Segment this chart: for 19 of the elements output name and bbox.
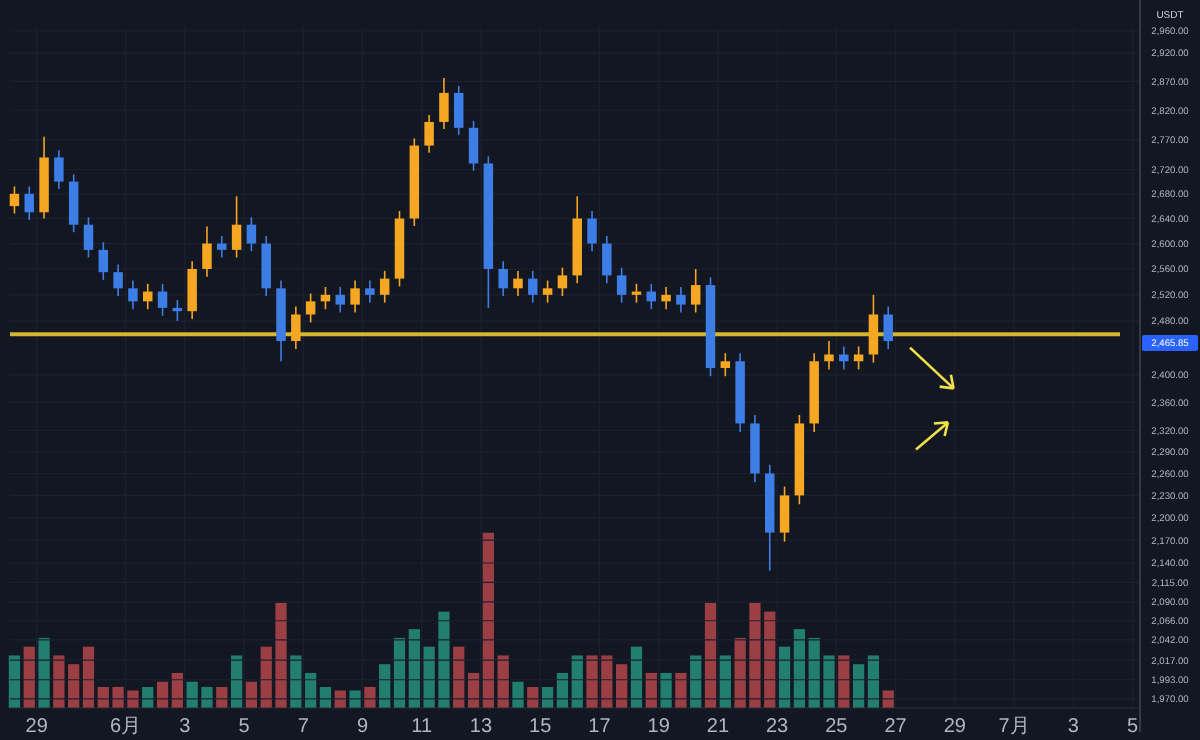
- x-tick-label: 25: [825, 716, 849, 738]
- x-tick-label: 17: [588, 716, 612, 738]
- x-tick-label: 23: [766, 716, 790, 738]
- x-tick-label: 6月: [109, 716, 142, 738]
- x-tick-label: 9: [356, 716, 369, 738]
- x-tick-label: 3: [1067, 716, 1080, 738]
- x-tick-label: 7月: [998, 716, 1030, 738]
- x-tick-label: 7: [297, 716, 310, 738]
- x-tick-label: 19: [647, 716, 671, 738]
- x-tick-label: 15: [529, 716, 553, 738]
- x-tick-label: 29: [25, 716, 49, 738]
- x-tick-label: 5: [1127, 716, 1140, 738]
- x-tick-label: 21: [706, 716, 730, 738]
- x-tick-label: 3: [179, 716, 192, 738]
- x-tick-label: 13: [469, 716, 493, 738]
- x-tick-label: 5: [238, 716, 251, 738]
- x-tick-label: 29: [943, 716, 967, 738]
- x-tick-label: 11: [411, 716, 433, 738]
- x-tick-label: 27: [884, 716, 908, 738]
